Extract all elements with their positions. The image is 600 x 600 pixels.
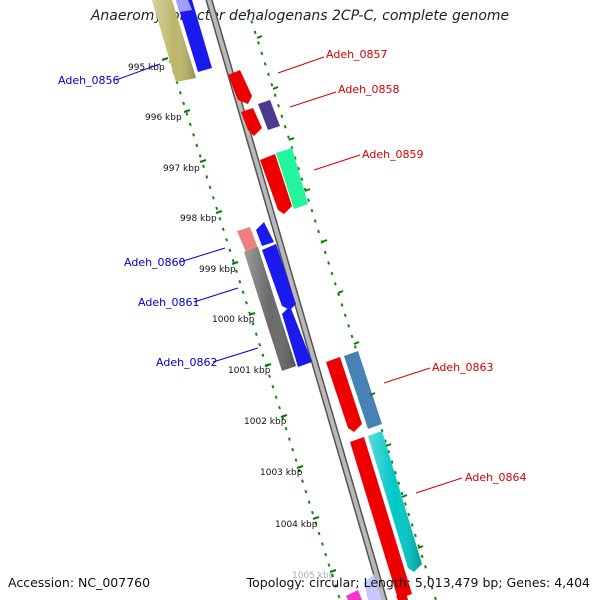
- tick-label: 1004 kbp: [275, 520, 318, 530]
- gene-adeh-0858-navy[interactable]: [258, 100, 280, 130]
- gene-adeh-0860-blue[interactable]: [256, 222, 274, 246]
- accession-text: Accession: NC_007760: [8, 575, 151, 590]
- gene-bottom-magenta[interactable]: [346, 590, 362, 600]
- callout-lines: [115, 56, 463, 494]
- tick-label: 995 kbp: [128, 63, 165, 73]
- gene-label-adeh-0862[interactable]: Adeh_0862: [156, 356, 218, 369]
- gene-adeh-0856-blue[interactable]: [176, 0, 212, 72]
- tick-label: 996 kbp: [145, 113, 182, 123]
- gene-adeh-0857[interactable]: [228, 70, 252, 104]
- tick-label: 1001 kbp: [228, 366, 271, 376]
- tick-label: 1003 kbp: [260, 468, 303, 478]
- gene-adeh-0860-pink[interactable]: [237, 227, 258, 252]
- gene-label-adeh-0856[interactable]: Adeh_0856: [58, 74, 120, 87]
- gene-adeh-0861-shade: [244, 247, 296, 371]
- gene-adeh-0858-red[interactable]: [241, 108, 262, 136]
- gene-adeh-0862-blue[interactable]: [282, 306, 312, 367]
- gene-adeh-0859-green[interactable]: [276, 148, 308, 209]
- scale-ticks: [161, 57, 337, 573]
- gene-adeh-0864-red[interactable]: [350, 437, 412, 599]
- genome-stats: Topology: circular; Length: 5,013,479 bp…: [246, 575, 590, 590]
- tick-label: 1000 kbp: [212, 315, 255, 325]
- gene-adeh-0863-red[interactable]: [326, 357, 362, 432]
- outer-scale-ticks: [256, 35, 424, 549]
- gene-adeh-0863-steel[interactable]: [344, 351, 382, 429]
- gene-bottom-lavender[interactable]: [364, 574, 382, 600]
- gene-label-adeh-0859[interactable]: Adeh_0859: [362, 148, 424, 161]
- gene-adeh-0864-cyan-shade: [368, 431, 422, 572]
- gene-label-adeh-0861[interactable]: Adeh_0861: [138, 296, 200, 309]
- tick-label: 998 kbp: [180, 214, 217, 224]
- gene-label-adeh-0858[interactable]: Adeh_0858: [338, 83, 400, 96]
- tick-label: 999 kbp: [199, 265, 236, 275]
- gene-label-adeh-0860[interactable]: Adeh_0860: [124, 256, 186, 269]
- gene-adeh-0859-red[interactable]: [260, 154, 292, 214]
- tick-label: 1002 kbp: [244, 417, 287, 427]
- tick-label: 997 kbp: [163, 164, 200, 174]
- outer-guide-line: [247, 9, 437, 600]
- gene-adeh-0861-blue[interactable]: [262, 244, 296, 310]
- gene-label-adeh-0857[interactable]: Adeh_0857: [326, 48, 388, 61]
- gene-adeh-0856-shade: [152, 0, 196, 82]
- gene-label-adeh-0863[interactable]: Adeh_0863: [432, 361, 494, 374]
- gene-adeh-0856-blue-top: [176, 0, 192, 12]
- gene-label-adeh-0864[interactable]: Adeh_0864: [465, 471, 527, 484]
- gene-bottom-red[interactable]: [396, 593, 408, 600]
- tick-label: 1005 kbp: [292, 571, 335, 581]
